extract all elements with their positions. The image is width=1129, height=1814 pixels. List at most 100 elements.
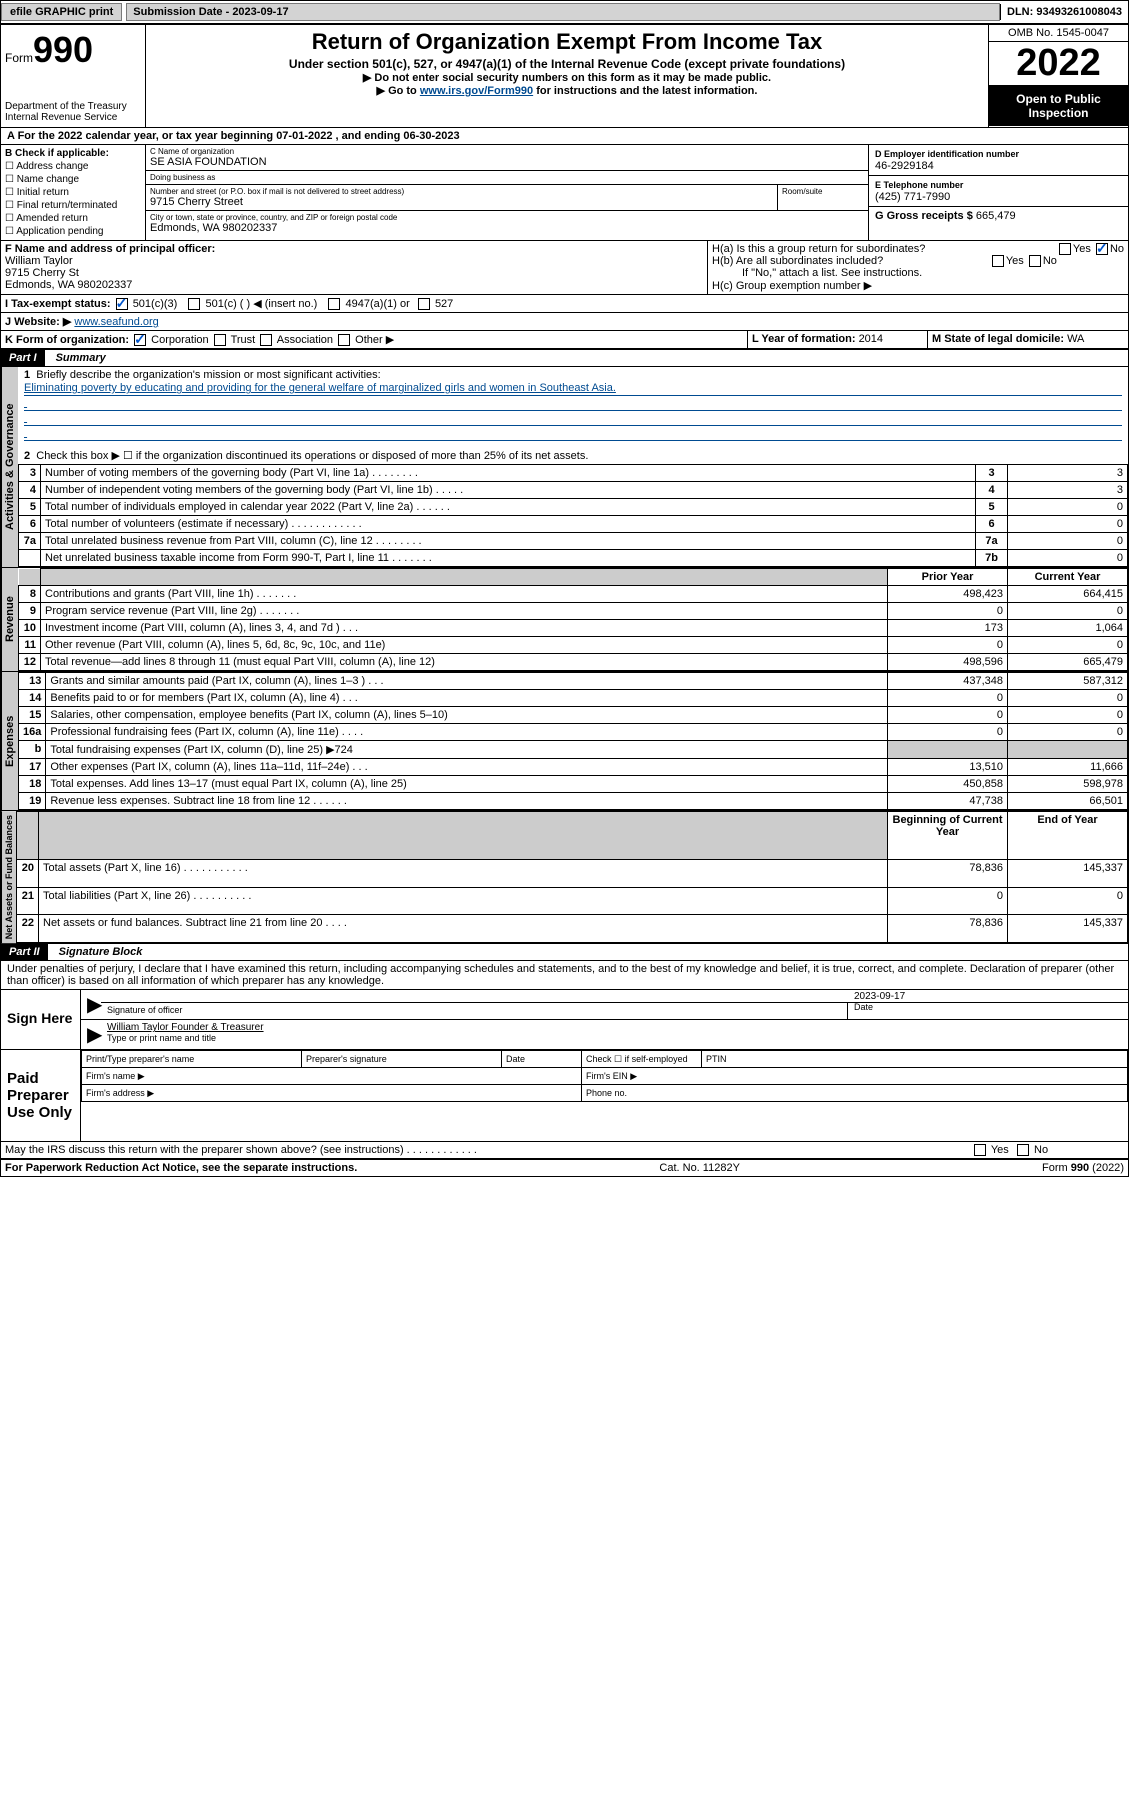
k-corp[interactable] [134, 334, 146, 346]
line-desc: Total assets (Part X, line 16) . . . . .… [39, 859, 888, 887]
vert-revenue: Revenue [1, 568, 18, 671]
val-prior: 47,738 [888, 793, 1008, 810]
tax-year: 2022 [989, 42, 1128, 86]
calendar-year-row: A For the 2022 calendar year, or tax yea… [1, 128, 1128, 145]
col-end: End of Year [1008, 812, 1128, 860]
paid-prep-label: Paid Preparer Use Only [1, 1050, 81, 1141]
check-if-applicable: B Check if applicable: ☐ Address change … [1, 145, 146, 240]
part1-hdr: Part I [1, 350, 45, 366]
f-label: F Name and address of principal officer: [5, 243, 215, 255]
line-no: 16a [19, 724, 46, 741]
tax-501c[interactable] [188, 298, 200, 310]
line-desc: Total revenue—add lines 8 through 11 (mu… [41, 654, 888, 671]
omb-no: OMB No. 1545-0047 [989, 25, 1128, 42]
ha-no[interactable] [1096, 243, 1108, 255]
ck-name-change[interactable]: ☐ Name change [5, 173, 141, 186]
website-link[interactable]: www.seafund.org [74, 316, 158, 328]
vert-net-assets: Net Assets or Fund Balances [1, 811, 16, 943]
line-val: 0 [1008, 533, 1128, 550]
ck-initial-return[interactable]: ☐ Initial return [5, 186, 141, 199]
line-val: 0 [1008, 516, 1128, 533]
discuss-text: May the IRS discuss this return with the… [1, 1142, 968, 1158]
hc-row: H(c) Group exemption number ▶ [712, 279, 1124, 292]
k-assoc[interactable] [260, 334, 272, 346]
arrow-icon-2: ▶ [81, 1020, 101, 1049]
line-desc: Number of independent voting members of … [41, 482, 976, 499]
phone-value: (425) 771-7990 [875, 191, 950, 203]
box-no: 7a [976, 533, 1008, 550]
line-no: 7a [19, 533, 41, 550]
val-prior: 13,510 [888, 759, 1008, 776]
e-label: E Telephone number [875, 180, 963, 190]
city-value: Edmonds, WA 980202337 [150, 222, 277, 234]
pp-ptin: PTIN [706, 1054, 727, 1064]
ck-application-pending[interactable]: ☐ Application pending [5, 225, 141, 238]
box-no: 3 [976, 465, 1008, 482]
tax-501c3[interactable] [116, 298, 128, 310]
discuss-yes[interactable] [974, 1144, 986, 1156]
line-no: b [19, 741, 46, 759]
section-f-h: F Name and address of principal officer:… [1, 241, 1128, 295]
form-word: Form [5, 51, 33, 65]
line-desc: Total fundraising expenses (Part IX, col… [46, 741, 888, 759]
arrow-icon: ▶ [81, 990, 101, 1019]
sign-here-block: Sign Here ▶ Signature of officer 2023-09… [1, 989, 1128, 1050]
val-prior: 0 [888, 707, 1008, 724]
hb-row: H(b) Are all subordinates included? Yes … [712, 255, 1124, 267]
header-center: Return of Organization Exempt From Incom… [146, 25, 988, 127]
val-curr: 587,312 [1008, 673, 1128, 690]
line-desc: Benefits paid to or for members (Part IX… [46, 690, 888, 707]
val-prior [888, 741, 1008, 759]
val-curr: 664,415 [1008, 586, 1128, 603]
mission-blank3 [24, 426, 1122, 441]
line-no: 12 [19, 654, 41, 671]
section-b: B Check if applicable: ☐ Address change … [1, 145, 1128, 241]
pp-date-label: Date [506, 1054, 525, 1064]
val-prior: 450,858 [888, 776, 1008, 793]
line-no: 15 [19, 707, 46, 724]
val-curr: 66,501 [1008, 793, 1128, 810]
hb-no[interactable] [1029, 255, 1041, 267]
line-desc: Other expenses (Part IX, column (A), lin… [46, 759, 888, 776]
form-number: Form990 [5, 29, 141, 71]
hb-yes[interactable] [992, 255, 1004, 267]
discuss-no[interactable] [1017, 1144, 1029, 1156]
k-trust[interactable] [214, 334, 226, 346]
val-curr: 0 [1008, 690, 1128, 707]
line-val: 0 [1008, 550, 1128, 567]
sign-here-label: Sign Here [1, 990, 81, 1049]
k-other[interactable] [338, 334, 350, 346]
line-no: 5 [19, 499, 41, 516]
c-label: C Name of organization [150, 147, 864, 156]
line-no: 10 [19, 620, 41, 637]
pp-firm-name: Firm's name ▶ [86, 1071, 145, 1081]
val-prior: 0 [888, 637, 1008, 654]
ck-final-return[interactable]: ☐ Final return/terminated [5, 199, 141, 212]
val-curr: 1,064 [1008, 620, 1128, 637]
val-beg: 0 [888, 887, 1008, 915]
ck-amended[interactable]: ☐ Amended return [5, 212, 141, 225]
val-curr: 0 [1008, 603, 1128, 620]
part1-bar: Part I Summary [1, 349, 1128, 367]
box-no: 6 [976, 516, 1008, 533]
g-label: G Gross receipts $ [875, 210, 976, 222]
q1: Briefly describe the organization's miss… [36, 369, 380, 381]
ha-yes[interactable] [1059, 243, 1071, 255]
val-curr: 0 [1008, 637, 1128, 654]
irs-link[interactable]: www.irs.gov/Form990 [420, 85, 533, 97]
line-no: 4 [19, 482, 41, 499]
line-no: 6 [19, 516, 41, 533]
val-end: 145,337 [1008, 859, 1128, 887]
net-table: Beginning of Current Year End of Year20 … [16, 811, 1128, 943]
val-prior: 0 [888, 724, 1008, 741]
line-val: 3 [1008, 465, 1128, 482]
line-no: 18 [19, 776, 46, 793]
efile-print-button[interactable]: efile GRAPHIC print [1, 3, 122, 21]
ck-address-change[interactable]: ☐ Address change [5, 160, 141, 173]
line-desc: Professional fundraising fees (Part IX, … [46, 724, 888, 741]
tax-527[interactable] [418, 298, 430, 310]
line-no: 9 [19, 603, 41, 620]
discuss-row: May the IRS discuss this return with the… [1, 1142, 1128, 1159]
org-name: SE ASIA FOUNDATION [150, 156, 267, 168]
tax-4947[interactable] [328, 298, 340, 310]
